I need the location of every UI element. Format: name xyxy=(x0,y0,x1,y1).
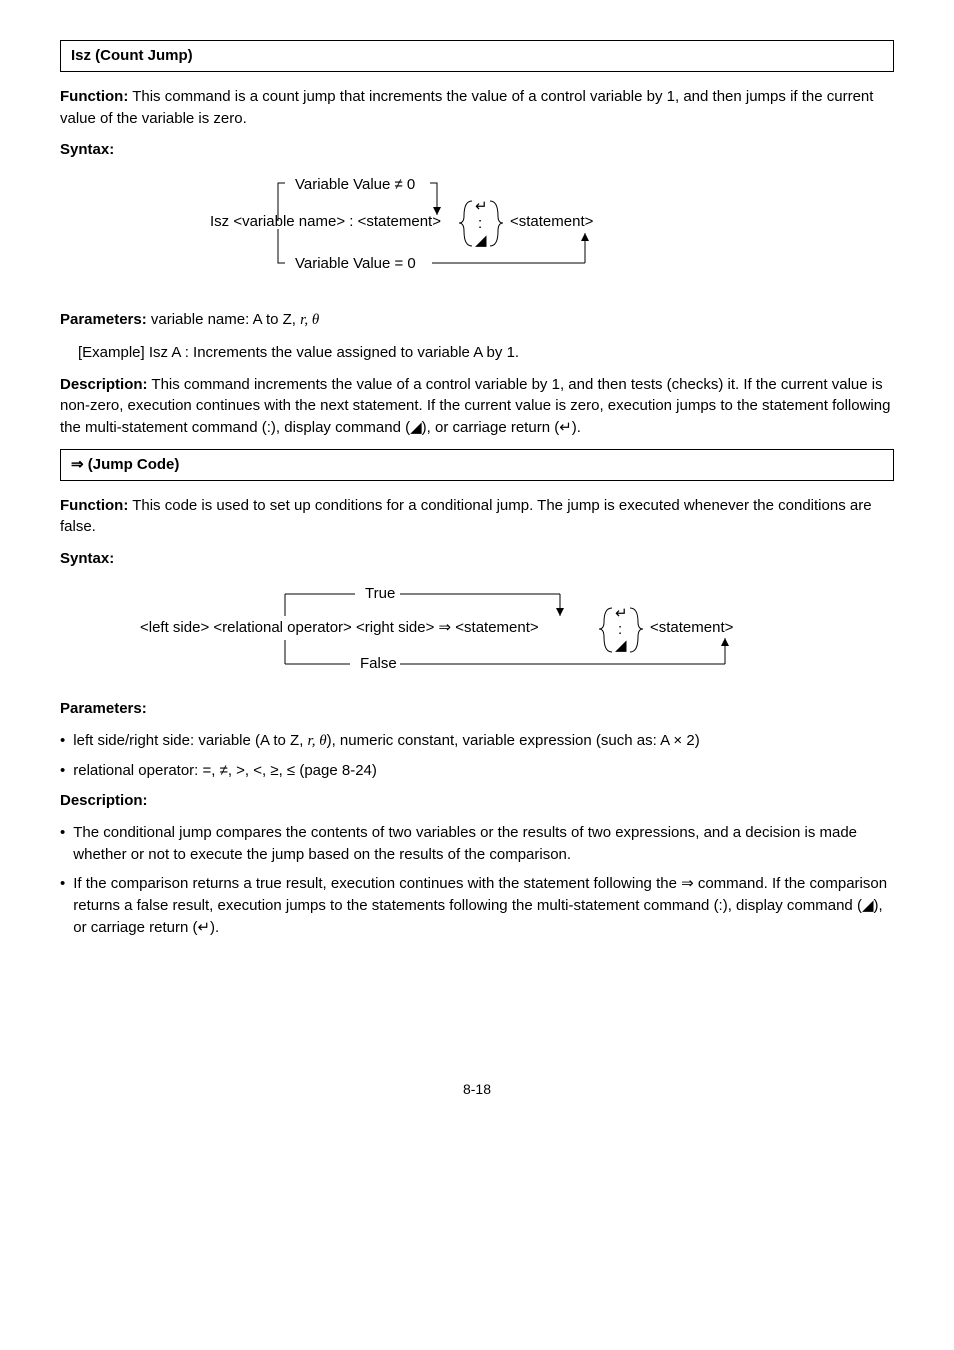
jump-b1-b: ), numeric constant, variable expression… xyxy=(327,732,700,749)
jump-bullet2-text: relational operator: =, ≠, >, <, ≥, ≤ (p… xyxy=(73,760,894,782)
jump-syntax-label: Syntax: xyxy=(60,548,894,570)
isz-title: Isz (Count Jump) xyxy=(71,47,193,64)
jump-bullet4: • If the comparison returns a true resul… xyxy=(60,873,894,938)
bullet-icon: • xyxy=(60,760,65,782)
jump-b1-a: left side/right side: variable (A to Z, xyxy=(73,732,307,749)
jump-b1-v: r, θ xyxy=(308,733,327,749)
jump-bullet3-text: The conditional jump compares the conten… xyxy=(73,822,894,866)
jump-params-label: Parameters: xyxy=(60,698,894,720)
isz-expr-left: Isz <variable name> : <statement> xyxy=(210,213,441,230)
jump-true-label: True xyxy=(365,585,395,602)
jump-brace-bot: ◢ xyxy=(615,637,627,654)
jump-function-label: Function: xyxy=(60,497,128,514)
isz-params-text: variable name: A to Z, xyxy=(147,311,300,328)
jump-bullet1-text: left side/right side: variable (A to Z, … xyxy=(73,730,894,753)
bullet-icon: • xyxy=(60,873,65,938)
isz-desc-text: This command increments the value of a c… xyxy=(60,376,890,437)
jump-desc-label: Description: xyxy=(60,790,894,812)
isz-desc-para: Description: This command increments the… xyxy=(60,374,894,439)
isz-desc-label: Description: xyxy=(60,376,148,393)
isz-brace-mid: : xyxy=(478,215,482,232)
jump-bullet1: • left side/right side: variable (A to Z… xyxy=(60,730,894,753)
jump-function-para: Function: This code is used to set up co… xyxy=(60,495,894,539)
isz-brace-top: ↵ xyxy=(475,198,488,215)
isz-example: [Example] Isz A : Increments the value a… xyxy=(78,342,894,364)
jump-bullet2: • relational operator: =, ≠, >, <, ≥, ≤ … xyxy=(60,760,894,782)
jump-brace-mid: : xyxy=(618,621,622,638)
isz-function-label: Function: xyxy=(60,88,128,105)
jump-bullet4-text: If the comparison returns a true result,… xyxy=(73,873,894,938)
isz-brace-bot: ◢ xyxy=(475,232,487,249)
isz-function-para: Function: This command is a count jump t… xyxy=(60,86,894,130)
jump-expr: <left side> <relational operator> <right… xyxy=(140,619,539,636)
jump-brace-top: ↵ xyxy=(615,605,628,622)
isz-function-text: This command is a count jump that increm… xyxy=(60,88,873,127)
jump-title: ⇒ (Jump Code) xyxy=(71,456,179,473)
jump-bullet3: • The conditional jump compares the cont… xyxy=(60,822,894,866)
jump-title-box: ⇒ (Jump Code) xyxy=(60,449,894,481)
isz-diagram: Variable Value ≠ 0 Isz <variable name> :… xyxy=(60,171,894,291)
isz-title-box: Isz (Count Jump) xyxy=(60,40,894,72)
isz-params-vars: r, θ xyxy=(300,312,319,328)
jump-function-text: This code is used to set up conditions f… xyxy=(60,497,872,536)
jump-diagram: True <left side> <relational operator> <… xyxy=(60,580,894,680)
isz-expr-right: <statement> xyxy=(510,213,594,230)
jump-false-label: False xyxy=(360,655,397,672)
isz-params-para: Parameters: variable name: A to Z, r, θ xyxy=(60,309,894,332)
page-footer: 8-18 xyxy=(60,1079,894,1099)
isz-var-ne0: Variable Value ≠ 0 xyxy=(295,176,415,193)
isz-syntax-label: Syntax: xyxy=(60,139,894,161)
jump-expr-right: <statement> xyxy=(650,619,734,636)
isz-params-label: Parameters: xyxy=(60,311,147,328)
bullet-icon: • xyxy=(60,822,65,866)
bullet-icon: • xyxy=(60,730,65,753)
isz-var-eq0: Variable Value = 0 xyxy=(295,255,416,272)
